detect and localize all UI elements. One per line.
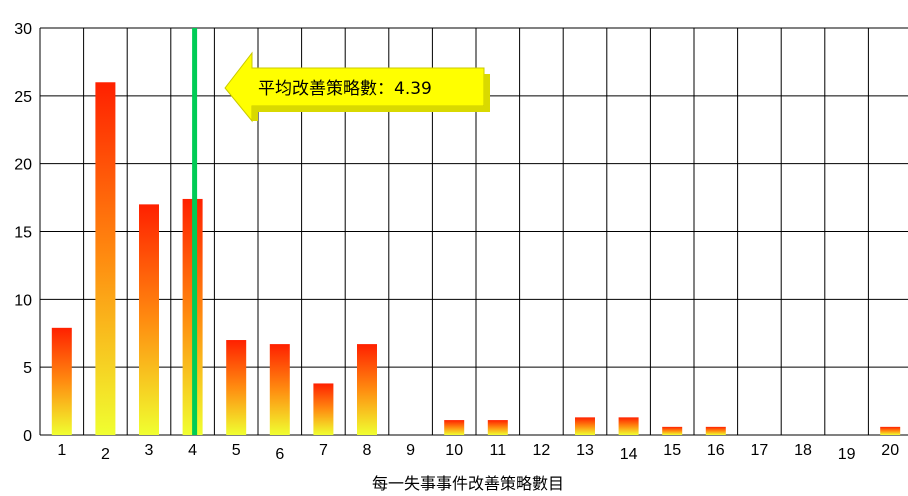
bar-15 [662,426,683,435]
x-tick-label: 9 [406,442,415,459]
x-axis-ticks: 1 2 3 4 5 6 7 8 9 10 11 12 13 14 15 16 17 18 19 20 [57,442,899,463]
x-tick-label: 15 [663,442,681,459]
x-tick-label: 20 [881,442,899,459]
y-tick-label: 30 [14,21,32,38]
x-tick-label: 4 [188,442,197,459]
bar-5 [226,340,247,435]
bar-7 [313,383,334,435]
x-tick-label: 8 [363,442,372,459]
x-tick-label: 5 [232,442,241,459]
x-tick-label: 7 [319,442,328,459]
x-tick-label: 12 [533,442,551,459]
x-tick-label: 19 [838,446,856,463]
y-axis-ticks: 0 5 10 15 20 25 30 [14,21,32,445]
x-tick-label: 3 [145,442,154,459]
mean-label: 平均改善策略數：4.39 [258,79,432,99]
x-tick-label: 14 [620,446,638,463]
bar-16 [705,426,726,435]
y-tick-label: 10 [14,292,32,309]
y-tick-label: 20 [14,157,32,174]
bar-1 [51,327,72,435]
bar-3 [139,204,159,435]
x-tick-label: 1 [57,442,66,459]
bar-8 [357,344,377,435]
x-tick-label: 10 [445,442,463,459]
mean-callout: 平均改善策略數：4.39 [224,51,490,123]
callout-shadow [252,74,490,121]
bar-6 [269,344,290,435]
x-tick-label: 11 [489,442,506,459]
x-tick-label: 18 [794,442,812,459]
x-tick-label: 16 [707,442,725,459]
bar-10 [444,420,465,435]
bar-20 [880,426,901,435]
y-tick-label: 25 [14,89,32,106]
grid-lines [39,27,908,436]
bar-13 [575,417,595,435]
y-tick-label: 5 [23,360,32,377]
y-tick-label: 15 [14,225,32,242]
x-tick-label: 6 [275,446,284,463]
bar-2 [95,82,116,436]
bar-11 [487,420,508,435]
x-axis-label: 每一失事事件改善策略數目 [372,474,564,493]
x-tick-label: 17 [751,442,769,459]
x-tick-label: 13 [576,442,594,459]
bar-14 [618,417,639,435]
x-tick-label: 2 [101,446,110,463]
y-tick-label: 0 [23,428,32,445]
